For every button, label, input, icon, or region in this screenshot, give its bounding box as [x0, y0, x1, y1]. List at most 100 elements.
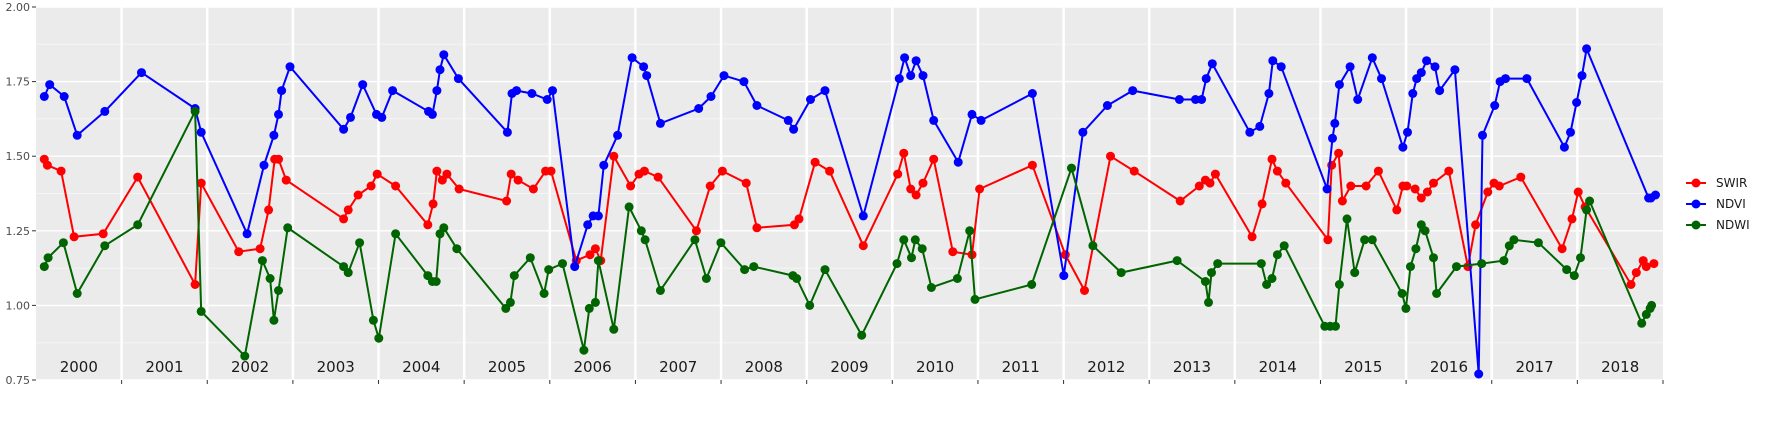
data-point [1582, 44, 1592, 54]
data-point [579, 345, 589, 355]
data-point [952, 274, 962, 283]
data-point [1522, 74, 1532, 84]
data-point [100, 241, 110, 251]
data-point [1577, 71, 1587, 81]
data-point [1197, 95, 1207, 104]
data-point [1408, 89, 1418, 98]
data-point [752, 223, 762, 233]
data-point [1276, 62, 1286, 72]
data-point [1102, 101, 1112, 110]
data-point [259, 160, 269, 170]
data-point [639, 62, 649, 72]
data-point [820, 265, 830, 275]
y-tick-label: 0.75 [6, 374, 31, 387]
data-point [1651, 190, 1660, 200]
data-point [548, 86, 557, 96]
data-point [339, 214, 349, 224]
data-point [1281, 178, 1291, 188]
data-point [353, 190, 363, 200]
data-point [739, 77, 749, 87]
legend-key-point [1691, 199, 1701, 209]
data-point [1422, 56, 1432, 66]
data-point [72, 289, 82, 298]
data-point [1429, 178, 1438, 188]
data-point [1373, 166, 1383, 176]
year-labels: 2000 2001 2002 2003 2004 2005 2006 2007 2008 2009… [60, 358, 1640, 376]
data-point [624, 202, 634, 212]
data-point [585, 250, 595, 260]
y-tick-label: 1.00 [6, 299, 31, 312]
data-point [655, 286, 665, 295]
data-point [377, 112, 387, 122]
data-point [1353, 95, 1363, 104]
data-point [274, 286, 283, 295]
y-tick-label: 1.50 [6, 150, 31, 163]
year-label: 2017 [1515, 358, 1553, 376]
year-label: 2009 [830, 358, 868, 376]
data-point [39, 92, 49, 101]
data-point [691, 226, 701, 236]
data-point [234, 247, 244, 257]
data-point [906, 71, 916, 81]
data-point [388, 86, 398, 96]
data-point [190, 106, 200, 116]
data-point [1499, 256, 1509, 266]
data-point [1194, 181, 1204, 191]
data-point [43, 253, 53, 263]
year-label: 2016 [1430, 358, 1468, 376]
data-point [428, 199, 438, 209]
data-point [626, 181, 636, 191]
legend-label: NDVI [1716, 197, 1746, 211]
data-point [858, 211, 868, 221]
data-point [1360, 235, 1370, 245]
data-point [584, 303, 594, 313]
data-point [642, 71, 652, 81]
data-point [368, 315, 378, 325]
year-label: 2014 [1259, 358, 1297, 376]
data-point [558, 259, 567, 269]
data-point [953, 157, 963, 167]
data-point [1264, 89, 1274, 98]
data-point [1430, 62, 1440, 72]
data-point [544, 265, 554, 275]
data-point [69, 232, 79, 242]
data-point [1323, 235, 1333, 245]
data-point [355, 238, 365, 248]
data-point [899, 235, 909, 245]
data-point [423, 220, 433, 230]
data-point [706, 92, 716, 101]
data-point [346, 112, 355, 122]
data-point [640, 235, 650, 245]
data-point [196, 178, 206, 188]
data-point [1207, 268, 1216, 278]
data-point [1207, 59, 1217, 69]
data-point [1450, 65, 1460, 75]
data-point [794, 214, 804, 224]
data-point [1422, 187, 1432, 197]
data-point [929, 154, 939, 164]
data-point [1067, 163, 1076, 173]
data-point [366, 181, 376, 191]
data-point [358, 80, 368, 90]
data-point [1557, 244, 1567, 254]
data-point [1559, 142, 1569, 152]
year-label: 2011 [1002, 358, 1040, 376]
data-point [1027, 89, 1037, 98]
data-point [432, 86, 442, 96]
year-label: 2015 [1344, 358, 1382, 376]
data-point [1392, 205, 1402, 215]
year-label: 2004 [402, 358, 440, 376]
data-point [1210, 169, 1220, 179]
data-point [918, 71, 928, 81]
data-point [929, 115, 939, 125]
data-point [967, 109, 977, 119]
data-point [789, 124, 799, 134]
year-label: 2006 [574, 358, 612, 376]
data-point [1572, 98, 1582, 107]
data-point [965, 226, 975, 236]
data-point [911, 190, 921, 200]
legend-label: NDWI [1716, 218, 1750, 232]
data-point [525, 253, 535, 263]
year-label: 2012 [1087, 358, 1125, 376]
data-point [240, 351, 250, 361]
